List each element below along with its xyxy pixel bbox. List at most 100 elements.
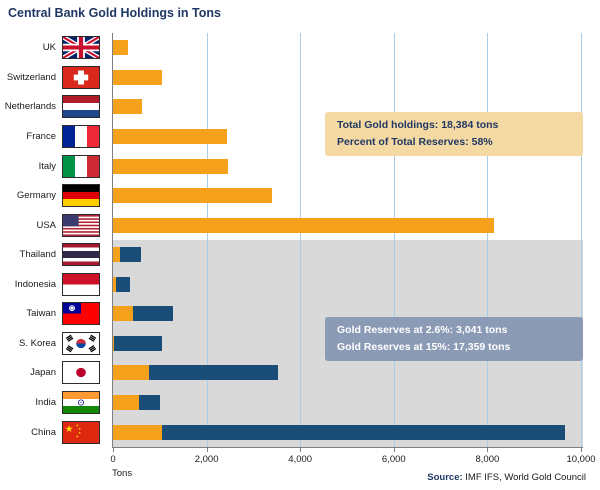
tick-mark: [581, 448, 582, 452]
bar-group: [113, 158, 228, 174]
country-label: Indonesia: [14, 278, 56, 290]
tick-label: 10,000: [566, 454, 596, 465]
gridline: [487, 33, 489, 447]
chart-row-france: France: [0, 122, 600, 152]
bar-group: [113, 395, 160, 411]
chart-row-netherlands: Netherlands: [0, 92, 600, 122]
annotation-line: Total Gold holdings: 18,384 tons: [337, 119, 499, 132]
chart-row-india: India: [0, 388, 600, 418]
india-flag-icon: [62, 391, 100, 415]
holdings-bar: [113, 247, 121, 263]
gridline: [206, 33, 208, 447]
annotation-line: Percent of Total Reserves: 58%: [337, 135, 493, 148]
svg-text:★: ★: [76, 434, 80, 438]
tick-label: 6,000: [381, 454, 406, 465]
chart-row-skorea: S. Korea: [0, 329, 600, 359]
chart-row-uk: UK: [0, 33, 600, 63]
holdings-bar: [113, 99, 142, 115]
bar-group: [113, 335, 162, 351]
country-label: Netherlands: [4, 101, 56, 113]
chart-row-germany: Germany: [0, 181, 600, 211]
bar-group: [113, 276, 131, 292]
bar-group: [113, 424, 566, 440]
bar-group: [113, 247, 142, 263]
chart-row-thailand: Thailand: [0, 240, 600, 270]
holdings-bar: [113, 276, 117, 292]
annotation-line: Gold Reserves at 2.6%: 3,041 tons: [337, 324, 508, 337]
svg-text:★: ★: [78, 427, 82, 431]
holdings-bar: [113, 128, 227, 144]
chart-row-italy: Italy: [0, 151, 600, 181]
target-bar: [113, 335, 162, 351]
bar-group: [113, 365, 279, 381]
bar-group: [113, 217, 494, 233]
bar-group: [113, 99, 142, 115]
svg-text:★: ★: [65, 424, 74, 435]
country-label: Germany: [16, 190, 56, 202]
holdings-bar: [113, 158, 228, 174]
tick-mark: [487, 448, 489, 452]
country-label: Japan: [30, 367, 56, 379]
holdings-bar: [113, 217, 494, 233]
emerging-annotation-box: Gold Reserves at 2.6%: 3,041 tons Gold R…: [325, 317, 583, 361]
holdings-bar: [113, 424, 163, 440]
holdings-bar: [113, 335, 114, 351]
country-label: USA: [36, 219, 56, 231]
country-label: UK: [42, 42, 56, 54]
target-bar: [116, 276, 131, 292]
tick-mark: [113, 448, 114, 452]
gridline: [393, 33, 395, 447]
tick-label: 0: [110, 454, 116, 465]
tick-label: 4,000: [288, 454, 313, 465]
usa-flag-icon: [62, 213, 100, 237]
target-bar: [120, 247, 142, 263]
switzerland-flag-icon: [62, 65, 100, 89]
target-bar: [148, 365, 279, 381]
holdings-bar: [113, 69, 162, 85]
country-label: Switzerland: [6, 71, 56, 83]
chart-row-switzerland: Switzerland: [0, 63, 600, 93]
chart-row-japan: Japan: [0, 358, 600, 388]
chart-row-indonesia: Indonesia: [0, 270, 600, 300]
indonesia-flag-icon: [62, 272, 100, 296]
tick-mark: [206, 448, 208, 452]
annotation-line: Gold Reserves at 15%: 17,359 tons: [337, 340, 511, 353]
holdings-bar: [113, 365, 149, 381]
holdings-bar: [113, 306, 133, 322]
country-label: India: [35, 397, 56, 409]
country-label: S. Korea: [19, 337, 56, 349]
country-label: Thailand: [19, 249, 56, 261]
chart-title: Central Bank Gold Holdings in Tons: [8, 6, 221, 20]
chart-row-china: China ★ ★ ★ ★ ★: [0, 417, 600, 447]
gridline: [581, 33, 582, 447]
country-label: Taiwan: [26, 308, 56, 320]
target-bar: [139, 395, 160, 411]
source-text: IMF IFS, World Gold Council: [462, 472, 586, 483]
germany-flag-icon: [62, 184, 100, 208]
uk-flag-icon: [62, 36, 100, 60]
svg-text:★: ★: [76, 423, 80, 427]
taiwan-flag-icon: [62, 302, 100, 326]
gridline: [300, 33, 302, 447]
china-flag-icon: ★ ★ ★ ★ ★: [62, 420, 100, 444]
bar-group: [113, 306, 174, 322]
y-axis-line: [112, 33, 113, 448]
tick-mark: [393, 448, 395, 452]
tick-mark: [300, 448, 302, 452]
bar-rows: UK Switzerland Netherlands France Italy Germa…: [0, 33, 600, 447]
svg-text:★: ★: [78, 431, 82, 435]
country-label: Italy: [38, 160, 56, 172]
x-axis-line: [113, 447, 583, 448]
netherlands-flag-icon: [62, 95, 100, 119]
skorea-flag-icon: [62, 331, 100, 355]
source-note: Source: IMF IFS, World Gold Council: [427, 472, 586, 483]
developed-annotation-box: Total Gold holdings: 18,384 tons Percent…: [325, 112, 583, 156]
holdings-bar: [113, 395, 140, 411]
country-label: France: [26, 130, 56, 142]
tick-label: 2,000: [194, 454, 219, 465]
bar-group: [113, 40, 128, 56]
bar-group: [113, 128, 227, 144]
holdings-bar: [113, 188, 272, 204]
source-prefix: Source:: [427, 472, 463, 483]
